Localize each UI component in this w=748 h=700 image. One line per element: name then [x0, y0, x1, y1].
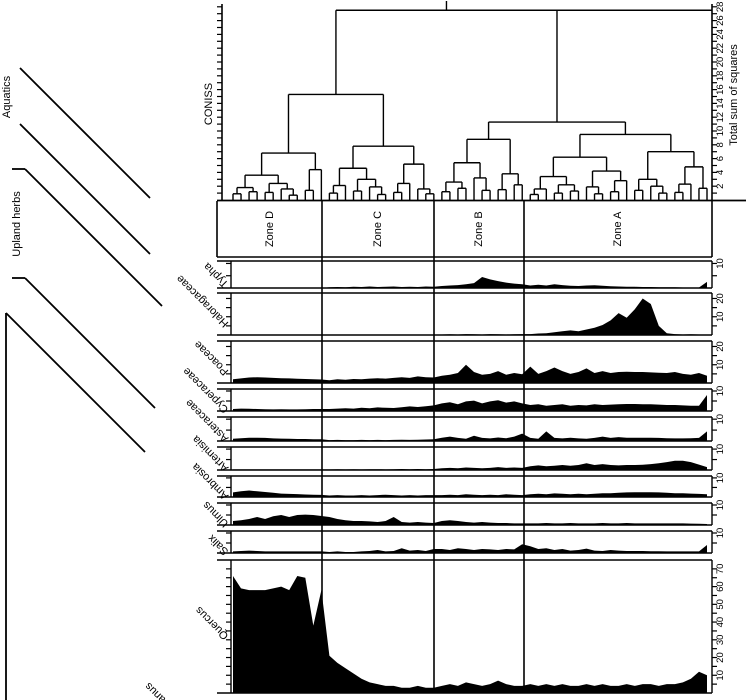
coniss-axis-tick-label: 22 — [715, 43, 726, 54]
coniss-axis-tick-label: 24 — [715, 29, 726, 40]
coniss-axis-tick-label: 20 — [715, 57, 726, 68]
coniss-axis-tick-label: 16 — [715, 84, 726, 95]
panel-axis-tick-label: 50 — [715, 599, 726, 610]
panel-axis-tick-label: 10 — [715, 670, 726, 681]
taxon-label-typha: Typha — [201, 260, 231, 290]
taxon-curve-asteraceae — [233, 431, 707, 441]
panel-axis-tick-label: 10 — [715, 444, 726, 455]
panel-axis-tick-label: 70 — [715, 564, 726, 575]
taxon-curve-ulmus — [233, 514, 707, 525]
panel-salix: 10 Salix — [205, 528, 726, 558]
taxon-curve-cyperaceae — [233, 395, 707, 411]
upland-herbs-group-label: Upland herbs — [11, 191, 23, 257]
taxon-curve-ambrosia — [233, 490, 707, 497]
taxon-curve-quercus — [233, 576, 707, 693]
taxon-label-salix: Salix — [205, 532, 231, 558]
taxon-label-quercus: Quercus — [193, 604, 231, 642]
taxon-curve-typha — [233, 277, 707, 288]
coniss-axis-tick-label: 8 — [715, 142, 726, 147]
zone-label-c: Zone C — [372, 211, 384, 247]
zone-label-b: Zone B — [473, 211, 485, 246]
panel-poaceae: 10 20 Poaceae — [192, 338, 726, 384]
zone-label-d: Zone D — [264, 211, 276, 247]
group-bracket-lines — [5, 67, 163, 700]
coniss-axis-tick-label: 4 — [715, 170, 726, 175]
panel-axis-tick-label: 20 — [715, 652, 726, 663]
taxon-curve-poaceae — [233, 364, 707, 383]
taxon-curve-haloragaceae — [233, 298, 707, 335]
bracket-line — [19, 123, 151, 255]
aquatics-group-label: Aquatics — [1, 75, 13, 118]
panel-quercus: 10 20 30 40 50 60 70 Quercus — [193, 559, 726, 694]
taxa-panels: 10Typha1020Haloragaceae1020Poaceae10Cype… — [174, 258, 726, 694]
coniss-axis-tick-label: 12 — [715, 112, 726, 123]
coniss-axis-tick-label: 14 — [715, 98, 726, 109]
taxon-curve-salix — [233, 544, 707, 553]
panel-axis-tick-label: 60 — [715, 581, 726, 592]
partial-taxon-label: anus — [142, 680, 168, 700]
total-sum-of-squares-axis-label: Total sum of squares — [728, 44, 740, 146]
panel-axis-tick-label: 20 — [715, 341, 726, 352]
bracket-line — [19, 67, 151, 199]
panel-axis-tick-label: 10 — [715, 500, 726, 511]
bracket-line — [24, 277, 156, 409]
panel-axis-tick-label: 10 — [715, 386, 726, 397]
panel-typha: 10 Typha — [201, 258, 726, 290]
panel-axis-tick-label: 10 — [715, 359, 726, 370]
zone-label-a: Zone A — [612, 211, 624, 247]
panel-axis-tick-label: 30 — [715, 635, 726, 646]
panel-axis-tick-label: 10 — [715, 528, 726, 539]
panel-axis-tick-label: 10 — [715, 258, 726, 269]
taxon-label-poaceae: Poaceae — [192, 338, 231, 377]
coniss-axis-tick-label: 28 — [715, 2, 726, 13]
coniss-axis-tick-label: 2 — [715, 184, 726, 189]
coniss-label: CONISS — [203, 83, 215, 125]
coniss-axis-tick-label: 6 — [715, 156, 726, 161]
bracket-line — [5, 312, 146, 453]
panel-axis-tick-label: 20 — [715, 293, 726, 304]
panel-axis-tick-label: 10 — [715, 311, 726, 322]
panel-axis-tick-label: 10 — [715, 473, 726, 484]
coniss-axis-tick-label: 10 — [715, 126, 726, 137]
taxon-curve-artemisia — [233, 460, 707, 470]
bracket-line — [24, 168, 163, 307]
panel-axis-tick-label: 10 — [715, 414, 726, 425]
coniss-axis-tick-label: 18 — [715, 71, 726, 82]
panel-axis-tick-label: 40 — [715, 617, 726, 628]
coniss-axis-tick-label: 26 — [715, 15, 726, 26]
